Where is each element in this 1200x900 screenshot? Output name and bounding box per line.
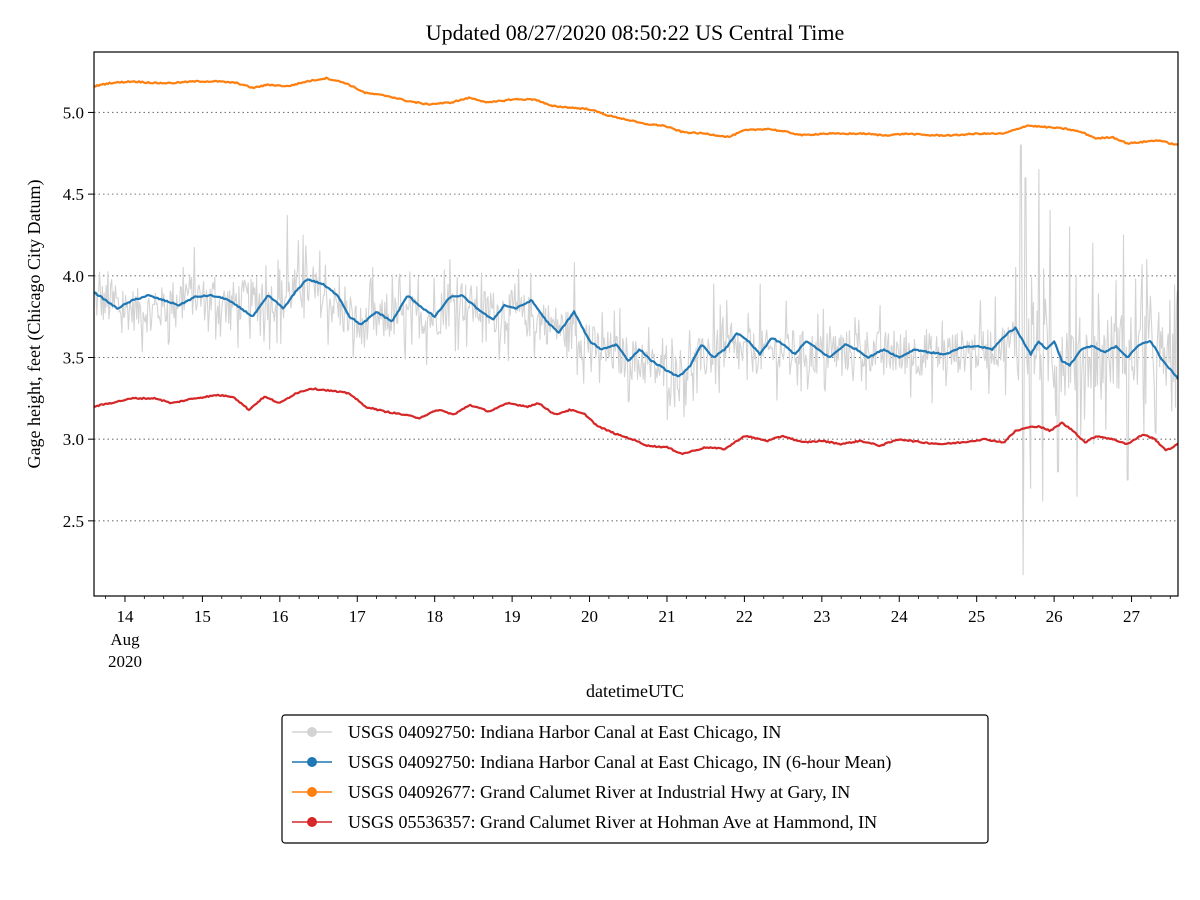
plot-frame	[93, 51, 1179, 597]
legend-box	[281, 714, 989, 844]
x-axis-label: datetimeUTC	[586, 681, 684, 701]
legend-marker	[307, 817, 317, 827]
legend-marker	[307, 727, 317, 737]
grid-lines	[94, 111, 1178, 522]
x-tick-label: 24	[891, 607, 909, 626]
x-tick-label: 19	[504, 607, 521, 626]
y-tick-label: 5.0	[63, 103, 84, 122]
x-tick-label: 27	[1123, 607, 1141, 626]
x-tick-label: 15	[194, 607, 211, 626]
x-tick-label: 23	[813, 607, 830, 626]
y-axis: 2.5 3.0 3.5 4.0 4.5 5.0	[63, 103, 94, 531]
series-line	[94, 387, 1178, 456]
x-axis: 14 Aug 2020 15 16 17 18 19 20 21 22 23 24 25 26 27	[105, 596, 1171, 671]
x-tick-sublabel: 2020	[108, 652, 142, 671]
y-tick-label: 2.5	[63, 512, 84, 531]
x-tick-label: 20	[581, 607, 598, 626]
legend-label: USGS 05536357: Grand Calumet River at Ho…	[348, 812, 877, 832]
y-tick-label: 3.5	[63, 348, 84, 367]
x-tick-label: 18	[426, 607, 443, 626]
legend-marker	[307, 757, 317, 767]
series-line	[94, 76, 1178, 146]
x-tick-sublabel: Aug	[110, 630, 140, 649]
x-tick-label: 14	[116, 607, 134, 626]
y-tick-label: 4.5	[63, 185, 84, 204]
x-tick-label: 21	[658, 607, 675, 626]
legend-label: USGS 04092750: Indiana Harbor Canal at E…	[348, 722, 781, 742]
y-tick-label: 4.0	[63, 267, 84, 286]
legend-marker	[307, 787, 317, 797]
legend-label: USGS 04092750: Indiana Harbor Canal at E…	[348, 752, 891, 773]
y-tick-label: 3.0	[63, 430, 84, 449]
plot-area	[94, 76, 1178, 576]
x-tick-label: 16	[271, 607, 288, 626]
y-axis-label: Gage height, feet (Chicago City Datum)	[24, 180, 45, 469]
series-line	[94, 278, 1178, 380]
series-line	[94, 144, 1178, 576]
x-tick-label: 17	[349, 607, 367, 626]
x-tick-label: 25	[968, 607, 985, 626]
x-tick-label: 26	[1046, 607, 1063, 626]
x-tick-label: 22	[736, 607, 753, 626]
legend-label: USGS 04092677: Grand Calumet River at In…	[348, 782, 850, 802]
legend: USGS 04092750: Indiana Harbor Canal at E…	[281, 714, 989, 844]
chart-title: Updated 08/27/2020 08:50:22 US Central T…	[426, 20, 845, 45]
